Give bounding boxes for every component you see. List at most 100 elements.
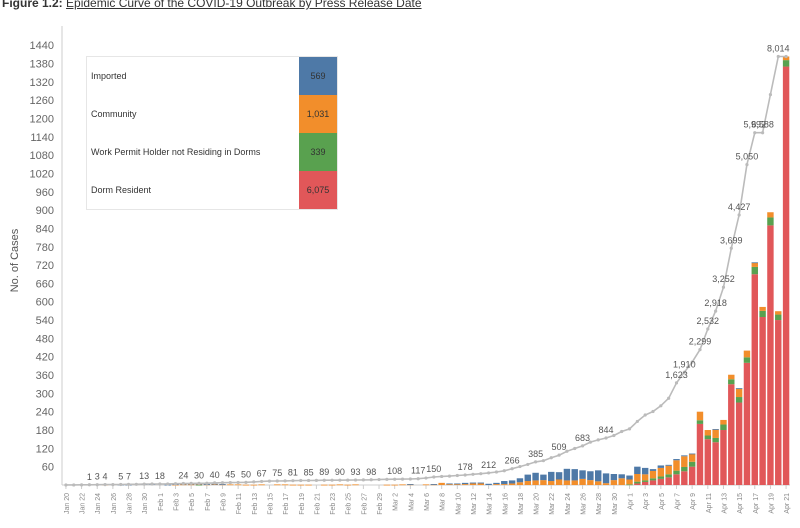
bar-segment [258,484,265,486]
bar-segment [579,470,586,479]
bar-segment [634,481,641,484]
cumulative-point [87,483,91,487]
y-tick-label: 1260 [30,95,54,107]
cumulative-point [205,481,209,485]
cumulative-point [541,459,546,463]
y-tick-label: 780 [36,242,54,254]
cumulative-point [706,327,710,331]
bar-segment [571,469,578,481]
x-tick-label: Apr 11 [706,493,713,513]
y-tick-label: 480 [36,333,54,345]
cumulative-label: 150 [426,464,441,474]
bar-segment [555,472,563,480]
y-tick-label: 420 [36,352,54,364]
bar-segment [743,350,751,358]
y-tick-label: 600 [36,297,54,309]
cumulative-point [95,483,99,487]
cumulative-point [275,479,279,483]
x-tick-label: Apr 21 [784,493,791,514]
bar-segment [743,362,751,485]
bar-segment [555,479,563,485]
bar-segment [751,262,758,264]
legend: Imported 569 Community 1,031 Work Permit… [86,56,338,210]
bar-segment [712,429,719,438]
cumulative-label: 1 [87,472,92,482]
cumulative-point [768,93,773,97]
cumulative-point [698,348,702,352]
cumulative-label: 3 [95,472,100,482]
bar-segment [735,402,743,485]
cumulative-label: 2,299 [689,337,712,347]
bar-segment [548,481,555,485]
legend-name: Dorm Resident [91,185,152,195]
y-tick-label: 1080 [30,150,54,162]
bar-segment [587,480,594,485]
x-tick-label: Mar 4 [408,493,415,511]
bar-segment [595,481,602,485]
legend-name: Work Permit Holder not Residing in Dorms [91,147,261,157]
cumulative-point [197,481,201,485]
x-tick-label: Mar 30 [612,493,619,515]
cumulative-point [557,453,561,457]
x-tick-label: Mar 14 [487,493,494,515]
bar-segment [775,311,782,315]
x-tick-label: Feb 3 [174,493,181,511]
bar-segment [485,483,492,485]
cumulative-point [526,462,530,467]
cumulative-point [189,481,193,485]
cumulative-point [150,482,154,486]
cumulative-point [588,440,592,444]
x-tick-label: Feb 9 [220,493,227,511]
bar-segment [602,483,610,485]
cumulative-label: 2,918 [704,298,727,308]
x-tick-label: Jan 26 [111,493,118,514]
cumulative-label: 385 [528,449,543,459]
bar-segment [712,442,719,485]
bar-segment [493,482,500,485]
cumulative-point [353,478,358,482]
bar-segment [641,481,649,485]
x-tick-label: Feb 29 [377,493,384,515]
x-tick-label: Feb 1 [158,493,165,511]
cumulative-point [518,464,522,469]
cumulative-point [64,483,68,487]
bar-segment [477,482,485,484]
bar-segment [602,473,610,484]
bar-segment [281,484,289,486]
cumulative-point [119,482,123,487]
cumulative-point [72,483,76,487]
bar-segment [516,478,524,483]
bar-segment [681,471,688,485]
cumulative-point [643,413,647,417]
legend-item-community: Community 1,031 [87,95,337,133]
bar-segment [227,484,234,486]
cumulative-label: 24 [178,471,188,481]
x-tick-label: Mar 6 [424,493,431,511]
bar-segment [195,484,203,486]
cumulative-label: 13 [139,471,149,481]
bar-segment [720,419,727,425]
bar-segment [469,482,477,484]
cumulative-point [408,477,412,481]
x-tick-label: Mar 18 [518,493,525,515]
bar-segment [665,464,672,466]
bar-segment [775,314,782,321]
x-tick-label: Jan 28 [127,493,134,514]
bar-segment [383,484,391,486]
y-tick-label: 960 [36,187,54,199]
x-tick-label: Mar 10 [455,493,462,515]
bar-segment [501,481,508,485]
y-tick-label: 180 [36,425,54,437]
bar-segment [454,484,461,485]
bar-segment [782,60,790,67]
bar-segment [775,320,782,485]
bar-segment [508,480,516,484]
cumulative-point [627,427,632,431]
legend-total: 569 [299,57,337,95]
cumulative-point [714,309,718,313]
bar-segment [688,453,696,462]
cumulative-label: 50 [241,469,251,479]
x-tick-label: Apr 9 [690,493,697,510]
cumulative-label: 5,050 [736,152,759,162]
y-tick-label: 1380 [30,58,54,70]
